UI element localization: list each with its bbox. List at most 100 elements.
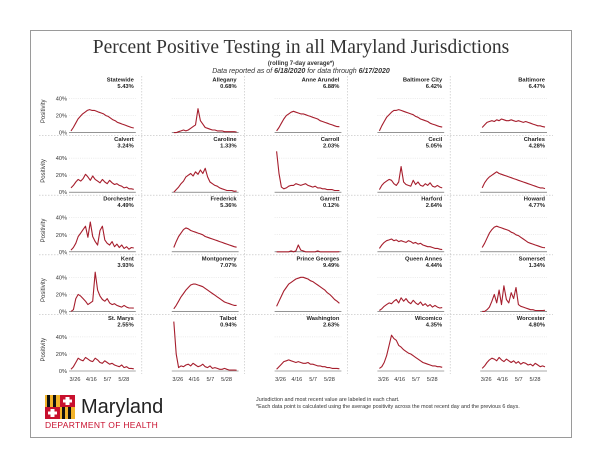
panel-name: Worcester (517, 316, 546, 322)
panel-latest-value: 0.94% (220, 322, 236, 328)
logo-wordmark: Maryland (81, 396, 164, 418)
panel-series-line (481, 118, 546, 128)
panel-series-line (481, 356, 546, 369)
panel-series-line (276, 244, 340, 253)
panel-latest-value: 5.05% (426, 144, 442, 150)
panel-name: Carroll (321, 137, 340, 143)
y-tick-label: 20% (56, 114, 67, 120)
panel-name: Somerset (519, 256, 545, 262)
x-tick-label: 5/7 (309, 377, 317, 383)
panel-series-line (173, 321, 237, 371)
x-tick-label: 4/16 (189, 377, 200, 383)
panel-latest-value: 6.47% (529, 84, 545, 90)
y-tick-label: 40% (56, 335, 67, 341)
panel-series-line (378, 166, 443, 190)
footnote-line-2: *Each data point is calculated using the… (256, 404, 520, 410)
x-tick-label: 4/16 (394, 377, 405, 383)
y-axis-label: Positivity (41, 278, 47, 302)
y-axis-label: Positivity (41, 99, 47, 123)
data-date-note: Data reported as of 6/18/2020 for data t… (31, 68, 571, 75)
panel-latest-value: 9.49% (323, 263, 339, 269)
panel-latest-value: 4.49% (117, 203, 133, 209)
panel-series-line (70, 356, 134, 370)
panel-name: Montgomery (202, 256, 238, 262)
data-note-prefix: Data reported as of (212, 68, 273, 75)
panel-series-line (379, 297, 443, 311)
y-tick-label: 0% (59, 250, 67, 256)
panel-latest-value: 4.28% (529, 144, 545, 150)
panel-name: Charles (524, 137, 545, 143)
x-tick-label: 5/28 (530, 377, 541, 383)
panel-series-line (481, 225, 546, 249)
maryland-flag-icon (45, 395, 75, 419)
panel-name: Anne Arundel (302, 78, 340, 84)
panel-name: Wicomico (415, 316, 443, 322)
panel-latest-value: 2.03% (323, 144, 339, 150)
panel-name: Washington (306, 316, 339, 322)
data-note-middle: for data through (307, 68, 357, 75)
panel-name: Statewide (107, 78, 135, 84)
y-tick-label: 40% (56, 156, 67, 162)
x-tick-label: 5/28 (118, 377, 129, 383)
panel-latest-value: 4.80% (529, 322, 545, 328)
report-date: 6/18/2020 (274, 68, 306, 75)
footnote-line-1: Jurisdiction and most recent value are l… (256, 397, 400, 403)
y-tick-label: 40% (56, 275, 67, 281)
page-subtitle: (rolling 7-day average*) (267, 61, 335, 67)
panel-latest-value: 2.64% (426, 203, 442, 209)
x-tick-label: 3/26 (70, 377, 81, 383)
panel-latest-value: 0.12% (323, 203, 339, 209)
y-tick-label: 20% (56, 233, 67, 239)
panel-name: Baltimore (518, 78, 546, 84)
y-tick-label: 0% (59, 369, 67, 375)
panel-series-line (379, 334, 443, 369)
panel-name: Howard (524, 197, 546, 203)
panel-series-line (70, 271, 134, 312)
panel-latest-value: 0.68% (220, 84, 236, 90)
panel-latest-value: 4.35% (426, 322, 442, 328)
panel-latest-value: 3.93% (117, 263, 133, 269)
panel-latest-value: 5.43% (117, 84, 133, 90)
x-tick-label: 3/26 (378, 377, 389, 383)
panel-series-line (482, 285, 546, 312)
panel-name: Frederick (210, 197, 237, 203)
x-tick-label: 5/7 (412, 377, 420, 383)
page-title: Percent Positive Testing in all Maryland… (92, 37, 510, 58)
y-tick-label: 40% (56, 97, 67, 103)
x-tick-label: 5/28 (221, 377, 232, 383)
panel-series-line (276, 276, 340, 307)
y-tick-label: 0% (59, 190, 67, 196)
panel-series-line (70, 109, 134, 132)
x-tick-label: 5/7 (206, 377, 214, 383)
panel-latest-value: 4.77% (529, 203, 545, 209)
panel-name: Talbot (220, 316, 237, 322)
panel-series-line (481, 171, 546, 190)
panel-series-line (276, 151, 340, 192)
y-tick-label: 0% (59, 309, 67, 315)
data-through-date: 6/17/2020 (358, 68, 390, 75)
panel-series-line (173, 108, 237, 134)
x-tick-label: 5/7 (104, 377, 112, 383)
panel-latest-value: 2.55% (117, 322, 133, 328)
y-axis-label: Positivity (41, 219, 47, 243)
panel-name: Prince Georges (297, 256, 340, 262)
y-tick-label: 20% (56, 173, 67, 179)
y-tick-label: 40% (56, 216, 67, 222)
panel-latest-value: 7.07% (220, 263, 236, 269)
panel-name: Harford (421, 197, 442, 203)
panel-latest-value: 6.42% (426, 84, 442, 90)
panel-series-line (173, 283, 237, 310)
logo-department: DEPARTMENT OF HEALTH (45, 420, 159, 430)
panel-series-line (173, 167, 237, 193)
panel-series-line (70, 221, 134, 251)
panel-name: Calvert (114, 137, 134, 143)
panel-latest-value: 1.34% (529, 263, 545, 269)
footnote: Jurisdiction and most recent value are l… (256, 397, 556, 411)
x-tick-label: 5/7 (515, 377, 523, 383)
panel-name: Queen Annes (405, 256, 442, 262)
panel-name: Cecil (428, 137, 442, 143)
panel-latest-value: 4.44% (426, 263, 442, 269)
x-tick-label: 4/16 (86, 377, 97, 383)
maryland-logo: Maryland DEPARTMENT OF HEALTH (45, 393, 205, 433)
